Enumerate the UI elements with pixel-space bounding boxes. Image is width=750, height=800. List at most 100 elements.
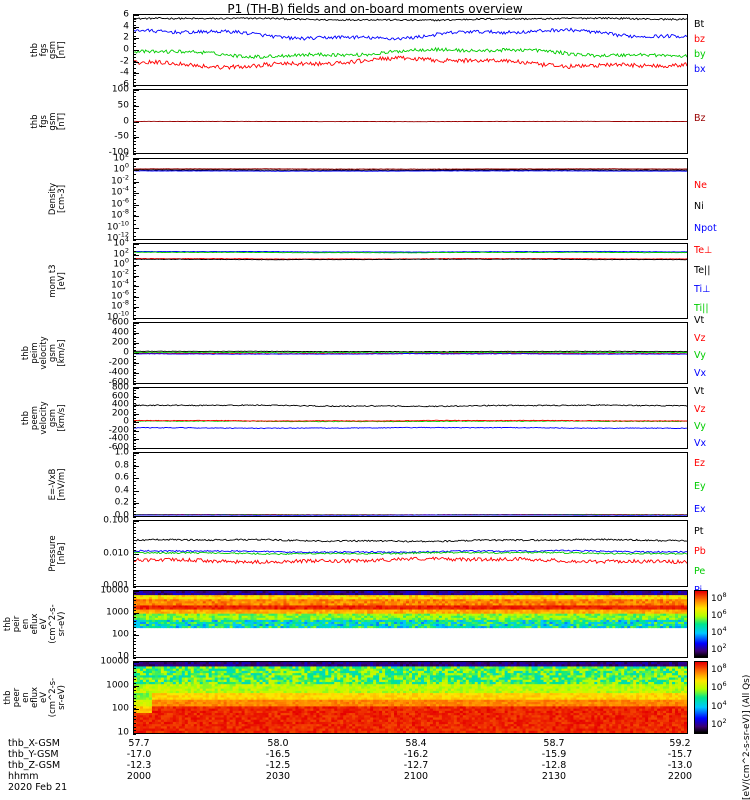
y-minor-tick <box>133 68 136 69</box>
y-minor-tick <box>133 517 136 518</box>
y-tick-label: 10-10 <box>106 309 129 323</box>
y-tick-mark <box>133 275 139 277</box>
y-tick-label: 10 <box>117 651 129 662</box>
y-minor-tick <box>133 610 136 612</box>
y-minor-tick <box>133 461 136 463</box>
y-minor-tick <box>133 300 136 301</box>
y-minor-tick <box>133 570 136 572</box>
y-minor-tick <box>133 89 136 90</box>
y-minor-tick <box>133 337 136 339</box>
y-tick-labels-peir-energy-spectrogram: 10000 1000 100 10 <box>71 586 129 661</box>
y-minor-tick <box>133 262 136 263</box>
y-minor-tick <box>133 288 136 290</box>
y-minor-tick <box>133 277 136 279</box>
y-minor-tick <box>133 349 136 351</box>
y-minor-tick <box>133 712 136 714</box>
y-minor-tick <box>133 281 136 282</box>
y-minor-tick <box>133 455 136 457</box>
y-minor-tick <box>133 108 136 110</box>
legend-item-vz: Vz <box>694 404 706 415</box>
y-tick-mark <box>133 422 139 424</box>
y-axis-title-mom-t3: mom t3 [eV] <box>48 243 67 319</box>
y-minor-tick <box>133 436 136 438</box>
y-minor-tick <box>133 57 136 59</box>
y-minor-tick <box>133 596 136 598</box>
y-tick-mark <box>133 153 139 154</box>
legend-item-ez: Ez <box>694 458 705 469</box>
y-minor-tick <box>133 543 136 545</box>
y-tick-label: 800 <box>111 382 129 393</box>
y-tick-mark <box>133 591 139 592</box>
y-minor-tick <box>133 664 136 666</box>
panel-pressure <box>133 520 688 587</box>
y-tick-mark <box>133 15 139 16</box>
y-minor-tick <box>133 154 136 155</box>
y-tick-labels-peem-velocity: 800 600 400 200 0 -200 -400 -600 <box>71 382 129 452</box>
y-minor-tick <box>133 686 136 688</box>
y-minor-tick <box>133 331 136 333</box>
y-tick-mark <box>133 448 139 449</box>
y-tick-label: 10-4 <box>111 277 129 291</box>
y-tick-label: 50 <box>117 100 129 111</box>
y-tick-mark <box>133 388 139 389</box>
y-minor-tick <box>133 523 136 525</box>
x-axis-value: -12.5 <box>265 760 291 771</box>
y-minor-tick <box>133 137 136 139</box>
y-minor-tick <box>133 307 136 309</box>
y-minor-tick <box>133 520 136 521</box>
y-minor-tick <box>133 174 136 176</box>
y-tick-label: -200 <box>108 357 129 368</box>
panel-plot-area-fgs-gsm-components <box>134 16 687 71</box>
y-minor-tick <box>133 715 136 717</box>
y-minor-tick <box>133 661 136 662</box>
y-minor-tick <box>133 199 136 200</box>
y-tick-mark <box>133 170 139 172</box>
y-minor-tick <box>133 269 136 271</box>
y-minor-tick <box>133 178 136 180</box>
y-minor-tick <box>133 408 136 410</box>
x-axis-value: -12.8 <box>541 760 567 771</box>
y-minor-tick <box>133 474 136 476</box>
y-tick-labels-fgs-gsm-bz: 100 50 0 -50 -100 <box>71 85 129 157</box>
legend-item-vy: Vy <box>694 421 706 432</box>
y-axis-title-line: sr-eV) <box>56 685 67 710</box>
y-tick-label: 0 <box>123 416 129 427</box>
legend-item-vy: Vy <box>694 350 706 361</box>
y-tick-label: 10-6 <box>111 288 129 302</box>
y-tick-labels-e-field: 1.0 0.8 0.6 0.4 0.2 0.0 <box>71 448 129 520</box>
y-tick-mark <box>133 383 139 384</box>
y-minor-tick <box>133 254 136 256</box>
y-minor-tick <box>133 46 136 48</box>
y-minor-tick <box>133 430 136 432</box>
y-axis-title-line: sr-eV) <box>56 611 67 637</box>
y-minor-tick <box>133 439 136 441</box>
y-tick-mark <box>133 516 139 517</box>
y-tick-mark <box>133 657 139 658</box>
y-minor-tick <box>133 719 136 721</box>
legend-item-te: Te|| <box>694 265 711 276</box>
y-minor-tick <box>133 75 136 77</box>
y-axis-title-pressure: Pressure [nPa] <box>48 520 67 587</box>
y-axis-title-fgs-gsm-components: thb fgs gsm [nT] <box>30 14 67 86</box>
y-minor-tick <box>133 315 136 317</box>
y-tick-mark <box>133 193 139 195</box>
y-tick-mark <box>133 685 139 687</box>
panel-plot-area-peer-energy-spectrogram <box>134 662 687 733</box>
y-minor-tick <box>133 726 136 728</box>
y-minor-tick <box>133 573 136 575</box>
y-tick-mark <box>133 396 139 398</box>
y-minor-tick <box>133 334 136 336</box>
panel-plot-area-e-field <box>134 513 687 516</box>
y-tick-label: 0 <box>123 116 129 126</box>
y-minor-tick <box>133 258 136 260</box>
x-axis-value: 57.7 <box>128 738 150 749</box>
y-minor-tick <box>133 536 136 538</box>
y-tick-mark <box>133 353 139 354</box>
x-axis-labels: thb_X-GSM 57.7 58.0 58.4 58.7 59.2 thb_Y-GSM -1… <box>0 738 750 798</box>
y-tick-labels-mom-t3: 104 102 100 10-2 10-4 10-6 10-8 10-10 <box>71 236 129 322</box>
y-tick-mark <box>133 586 139 587</box>
y-tick-label: 100 <box>113 161 129 175</box>
y-minor-tick <box>133 396 136 398</box>
y-tick-label: 6 <box>123 9 129 20</box>
x-axis-value: -15.7 <box>667 749 693 760</box>
